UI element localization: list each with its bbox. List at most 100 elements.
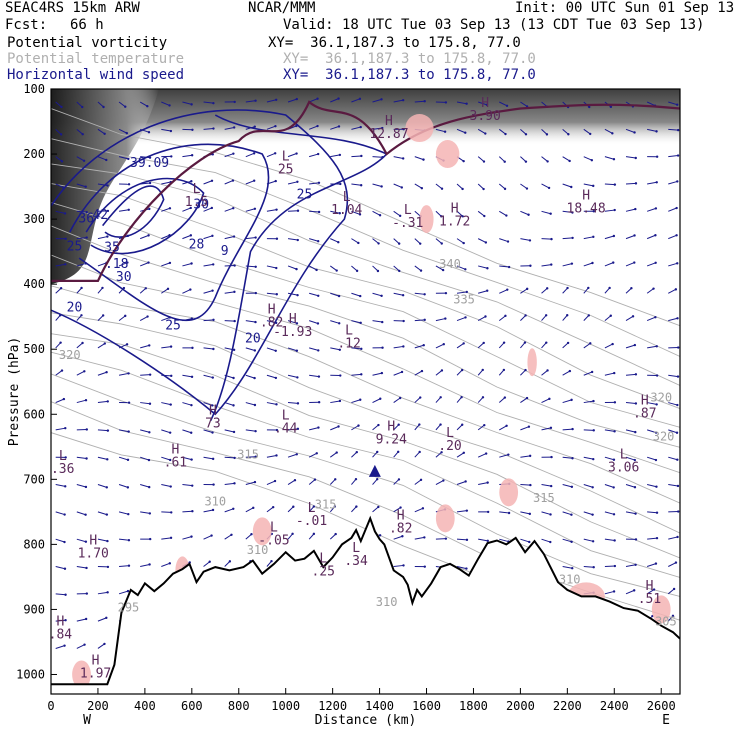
wind-vector [414,344,424,349]
wind-vector-head [592,210,595,213]
wind-vector-head [589,132,592,136]
wind-vector [182,207,191,212]
wind-vector [541,398,550,404]
wind-vector-head [148,485,151,489]
x-tick-label: 1400 [365,699,394,713]
wind-vector-head [60,369,64,372]
wind-vector [668,402,678,406]
pv-extremum-letter: H [289,312,297,327]
wind-vector [330,452,337,458]
pv-extremum-letter: L [352,541,360,556]
wind-vector [203,561,211,567]
wind-vector [76,484,87,488]
wind-vector [245,429,256,432]
wind-vector-head [233,264,236,267]
wind-vector [245,402,256,406]
wind-vector [266,480,276,485]
wind-vector [583,236,594,240]
wind-vector-head [275,237,279,240]
wind-vector-head [633,131,636,134]
wind-vector-head [212,318,215,322]
wind-vector [541,427,552,431]
wind-vector-head [228,560,232,563]
wind-vector [351,155,362,158]
wind-vector-head [85,457,88,460]
wind-vector-head [484,132,487,135]
x-tick-label: 2600 [647,699,676,713]
wind-vector-head [380,294,383,298]
wind-vector-head [101,286,104,290]
wind-vector [604,538,615,541]
wind-vector [604,372,615,376]
wind-vector [139,101,148,107]
wind-vector [161,262,171,267]
wind-vector-head [440,369,444,372]
wind-vector-head [252,179,256,182]
wind-vector-head [337,125,341,128]
wind-vector [330,320,340,324]
wind-vector-head [633,486,637,489]
wind-vector-head [655,130,658,133]
wind-vector-head [84,617,88,621]
wind-vector-head [232,207,235,210]
wind-vector [646,288,654,294]
wind-vector [309,182,320,185]
wind-vector [287,428,298,431]
isentrope-label: 305 [655,615,677,629]
wind-vector-head [275,266,278,270]
wind-vector-head [274,349,277,352]
pv-extremum-value: 3.06 [608,461,639,476]
wind-vector-head [334,478,337,481]
wind-vector-head [654,431,658,434]
wind-speed-label: 20 [245,332,261,347]
wind-vector [203,347,214,350]
wind-vector [288,402,298,404]
wind-vector-head [634,402,638,405]
wind-vector [139,287,147,294]
wind-vector [182,374,193,378]
wind-vector-head [676,458,679,461]
wind-vector [393,535,403,540]
wind-vector [456,343,464,349]
wind-vector-head [401,157,405,160]
pv-extremum-letter: H [209,403,217,418]
wind-vector [55,511,65,516]
wind-vector-head [124,105,127,108]
wind-vector [76,370,85,376]
wind-vector [562,511,572,516]
wind-vector-head [232,348,236,352]
wind-vector-head [654,261,657,264]
wind-vector [182,536,192,540]
wind-vector [583,342,591,349]
wind-vector-head [316,97,319,100]
wind-vector-head [546,369,549,372]
wind-vector-head [484,241,488,244]
wind-vector-head [381,126,384,130]
wind-vector-head [63,567,67,570]
wind-vector-head [357,424,360,427]
wind-vector [161,429,171,434]
wind-vector-head [147,234,150,237]
wind-vector-head [254,291,257,295]
wind-vector-head [80,314,83,317]
wind-vector [393,397,401,403]
wind-vector [478,290,488,294]
wind-vector-head [612,513,616,516]
wind-vector-head [503,396,507,399]
wind-vector-head [612,234,616,238]
wind-vector-head [64,456,67,459]
wind-vector-head [528,512,532,516]
wind-vector-head [633,458,637,462]
wind-vector-head [439,396,442,399]
pv-extremum-letter: L [282,150,290,165]
wind-vector-head [549,426,553,430]
wind-vector-head [125,343,129,346]
wind-vector-head [170,155,173,158]
wind-vector [224,429,235,433]
wind-vector [266,454,277,458]
wind-vector-head [126,589,130,593]
wind-vector-head [337,241,340,244]
wind-vector-head [317,210,321,214]
wind-vector-head [464,480,467,483]
wind-vector [224,534,232,540]
